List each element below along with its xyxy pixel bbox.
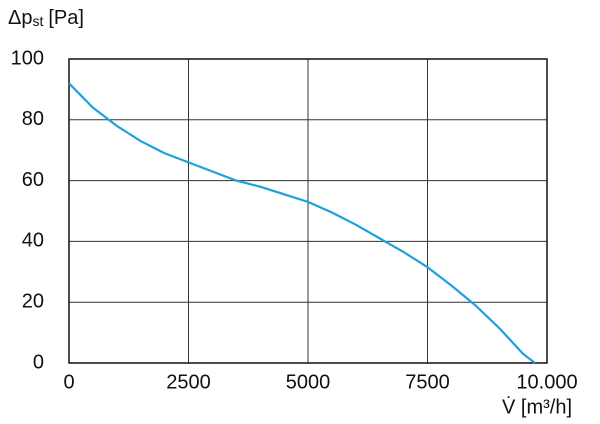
- y-label-symbol: Δp: [8, 7, 32, 29]
- x-tick-label: 10.000: [516, 371, 577, 393]
- y-tick-label: 40: [22, 230, 44, 252]
- y-label-unit: [Pa]: [48, 7, 84, 29]
- x-tick-label: 5000: [286, 371, 331, 393]
- y-label-subscript: st: [32, 13, 43, 29]
- y-tick-label: 60: [22, 169, 44, 191]
- x-tick-label: 2500: [166, 371, 211, 393]
- y-tick-label: 80: [22, 108, 44, 130]
- x-tick-label: 0: [63, 371, 74, 393]
- y-axis-label: Δpst [Pa]: [8, 7, 84, 29]
- y-tick-label: 0: [33, 351, 44, 373]
- x-axis-label: V̇ [m³/h]: [502, 396, 572, 418]
- data-line: [68, 82, 536, 364]
- y-tick-label: 20: [22, 290, 44, 312]
- plot-frame: [68, 58, 548, 364]
- x-tick-label: 7500: [405, 371, 450, 393]
- y-tick-label: 100: [11, 47, 44, 69]
